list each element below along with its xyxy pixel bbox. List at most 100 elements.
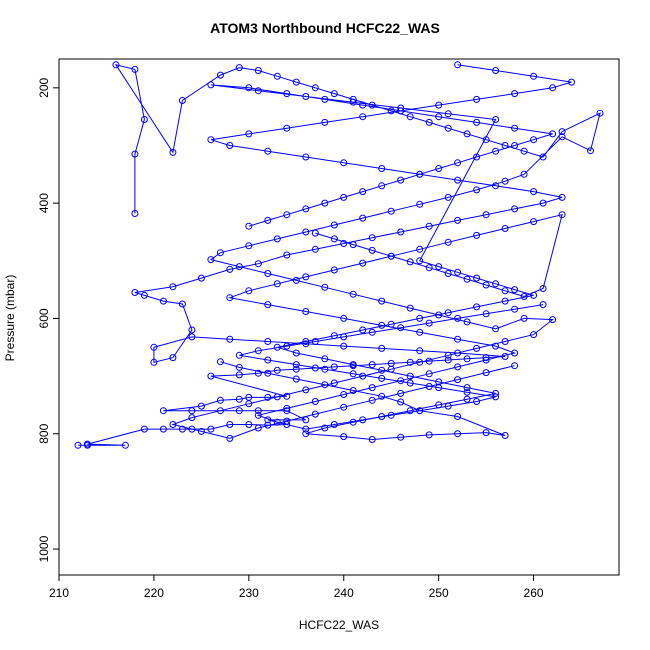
x-tick-label: 220	[144, 586, 164, 600]
data-point	[283, 404, 291, 412]
data-point	[444, 351, 452, 359]
data-point	[454, 413, 462, 420]
data-point	[378, 344, 386, 352]
data-point	[416, 328, 424, 336]
data-point	[226, 294, 234, 302]
data-point	[311, 410, 319, 418]
data-point	[511, 205, 519, 213]
data-point	[454, 314, 462, 322]
data-point	[425, 222, 433, 230]
data-series-layer	[74, 61, 604, 449]
data-point	[292, 349, 300, 357]
data-point	[254, 87, 262, 95]
data-point	[245, 130, 253, 138]
data-point	[368, 396, 376, 404]
data-point	[463, 355, 471, 363]
data-point	[473, 231, 481, 239]
data-point	[207, 256, 215, 264]
data-point	[539, 199, 547, 207]
data-point	[74, 441, 82, 449]
data-point	[226, 434, 234, 442]
data-point	[463, 318, 471, 326]
data-point	[482, 310, 490, 318]
data-point	[131, 210, 139, 217]
data-point	[444, 238, 452, 246]
data-point	[311, 229, 319, 237]
data-point	[378, 297, 386, 305]
data-point	[463, 384, 471, 392]
data-point	[273, 280, 281, 288]
data-point	[425, 319, 433, 327]
data-point	[321, 381, 329, 389]
data-point	[558, 133, 566, 141]
x-tick-label: 230	[239, 586, 259, 600]
data-point	[340, 391, 348, 398]
data-point	[435, 101, 443, 109]
data-point	[302, 308, 310, 315]
data-point	[549, 130, 557, 138]
data-point	[473, 303, 481, 311]
data-point	[511, 362, 519, 370]
data-point	[311, 245, 319, 253]
data-point	[245, 84, 253, 92]
data-point	[140, 291, 148, 299]
data-point	[397, 107, 405, 115]
y-tick-label: 600	[37, 308, 51, 328]
data-point	[378, 366, 386, 374]
data-point	[473, 95, 481, 103]
data-point	[140, 116, 148, 123]
data-point	[416, 347, 424, 355]
data-point	[340, 342, 348, 350]
data-point	[406, 372, 414, 380]
data-point	[159, 297, 167, 305]
data-point	[216, 358, 224, 366]
data-point	[273, 235, 281, 243]
data-point	[302, 93, 310, 100]
data-point	[482, 369, 490, 377]
data-point	[349, 241, 357, 249]
data-point	[292, 365, 300, 373]
data-point	[558, 128, 566, 136]
data-point	[302, 205, 310, 213]
data-point	[520, 147, 528, 155]
data-point	[387, 107, 395, 115]
data-point	[159, 407, 167, 415]
data-point	[378, 165, 386, 172]
data-point	[444, 402, 452, 410]
data-point	[492, 182, 500, 190]
data-point	[349, 290, 357, 298]
data-point	[197, 427, 205, 435]
data-point	[530, 218, 538, 226]
data-point	[454, 159, 462, 167]
y-tick-label: 800	[37, 423, 51, 443]
data-point	[397, 228, 405, 236]
data-point	[330, 363, 338, 371]
data-point	[463, 395, 471, 403]
data-point	[169, 421, 177, 428]
data-point	[273, 393, 281, 401]
data-point	[207, 136, 215, 144]
data-point	[397, 377, 405, 385]
data-point	[216, 407, 224, 415]
data-point	[444, 270, 452, 277]
data-point	[330, 421, 338, 428]
data-point	[482, 354, 490, 362]
data-point	[492, 67, 500, 74]
data-point	[216, 396, 224, 404]
data-point	[321, 424, 329, 432]
data-point	[207, 425, 215, 433]
data-point	[112, 61, 120, 69]
data-point	[330, 90, 338, 98]
data-point	[226, 421, 234, 428]
data-point	[178, 97, 186, 104]
data-point	[416, 358, 424, 366]
data-point	[188, 326, 196, 334]
y-tick-label: 400	[37, 193, 51, 213]
x-tick-label: 210	[49, 586, 69, 600]
data-point	[511, 142, 519, 149]
data-point	[188, 333, 196, 341]
data-point	[397, 324, 405, 332]
data-point	[254, 260, 262, 268]
data-point	[264, 270, 272, 277]
data-point	[226, 142, 234, 149]
